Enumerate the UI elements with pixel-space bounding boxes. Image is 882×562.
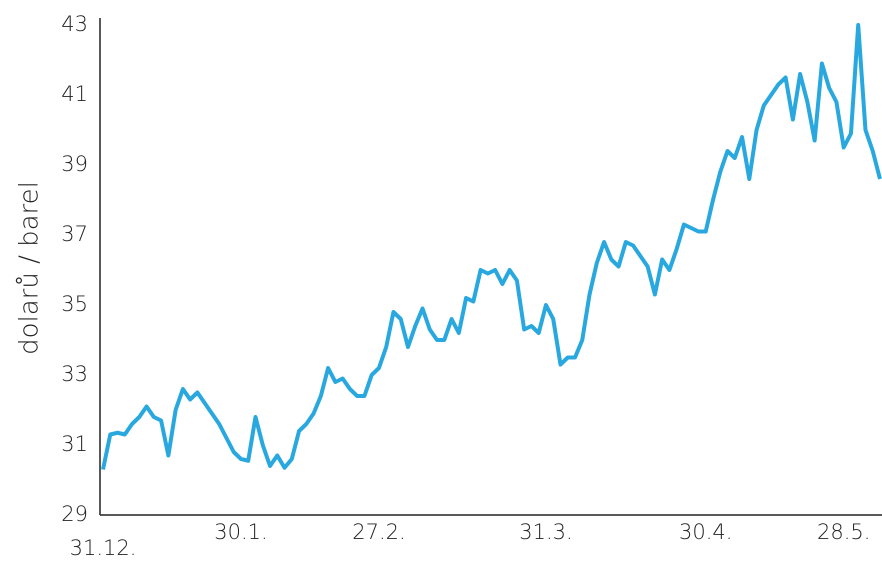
x-tick-label: 31.12.	[70, 536, 137, 560]
y-tick-label: 43	[61, 12, 88, 36]
y-tick-label: 31	[61, 432, 88, 456]
x-tick-label: 28.5.	[817, 520, 870, 544]
y-tick-label: 33	[61, 362, 88, 386]
y-tick-label: 35	[61, 292, 88, 316]
x-tick-label: 27.2.	[352, 520, 405, 544]
y-axis-label: dolarů / barel	[14, 181, 45, 355]
y-tick-label: 37	[61, 222, 88, 246]
y-tick-label: 41	[61, 82, 88, 106]
x-tick-label: 30.1.	[214, 520, 267, 544]
y-tick-label: 39	[61, 152, 88, 176]
x-tick-label: 31.3.	[519, 520, 572, 544]
x-tick-label: 30.4.	[679, 520, 732, 544]
y-tick-label: 29	[61, 502, 88, 526]
line	[101, 23, 882, 470]
